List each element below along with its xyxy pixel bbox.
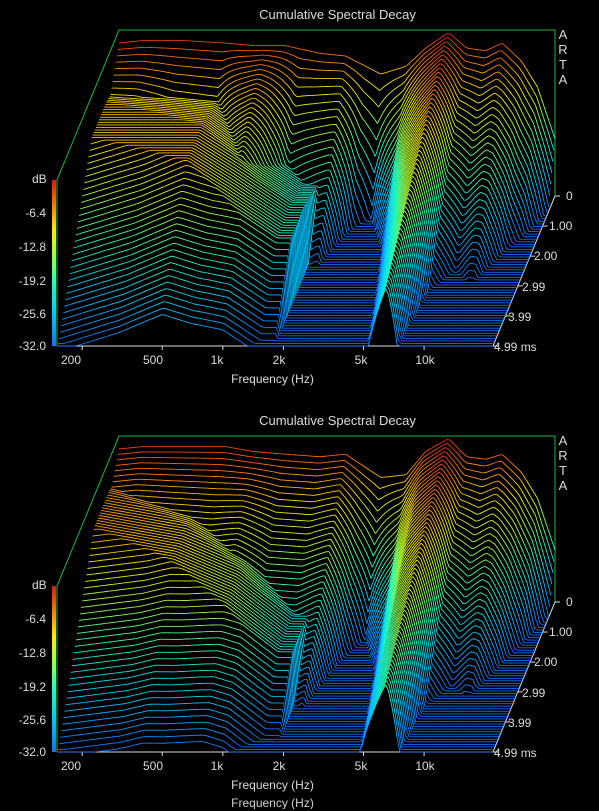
decay-slice xyxy=(88,557,524,678)
brand-letter: R xyxy=(557,42,569,57)
x-tick-label: 200 xyxy=(51,353,91,367)
time-tick-label: 2.99 xyxy=(522,686,545,700)
decay-slice xyxy=(98,120,534,247)
time-tick-label: 4.99 ms xyxy=(494,340,537,354)
chart-title: Cumulative Spectral Decay xyxy=(0,7,599,22)
x-tick-label: 10k xyxy=(405,353,445,367)
decay-slice xyxy=(57,289,493,346)
decay-slice xyxy=(116,452,552,584)
brand-letter: T xyxy=(557,57,569,72)
time-tick-label: 2.99 xyxy=(522,280,545,294)
x-tick-label: 200 xyxy=(51,759,91,773)
decay-slice xyxy=(60,276,496,339)
x-tick-label: 1k xyxy=(197,353,237,367)
decay-slice xyxy=(95,130,531,255)
arta-brand: A R T A xyxy=(557,27,569,87)
time-tick-label: 1.00 xyxy=(549,625,572,639)
decay-slice xyxy=(64,656,500,735)
time-tick-label: 3.99 xyxy=(508,716,531,730)
decay-slice xyxy=(104,497,540,637)
x-tick-label: 2k xyxy=(259,759,299,773)
x-axis-label: Frequency (Hz) xyxy=(0,778,545,792)
decay-slice xyxy=(65,651,501,731)
decay-slice xyxy=(92,138,528,263)
z-tick-label: -25.6 xyxy=(6,307,46,321)
x-tick-label: 1k xyxy=(197,759,237,773)
x-axis-label: Frequency (Hz) xyxy=(0,372,545,386)
decay-slice xyxy=(60,672,496,744)
time-tick-label: 4.99 ms xyxy=(494,746,537,760)
time-tick-label: 2.00 xyxy=(534,249,557,263)
decay-slice xyxy=(84,574,520,686)
decay-slice xyxy=(104,94,540,232)
arta-brand: A R T A xyxy=(557,433,569,493)
time-tick-label: 0 xyxy=(566,189,573,203)
time-tick-label: 2.00 xyxy=(534,655,557,669)
color-scale-bar xyxy=(52,180,56,346)
brand-letter: A xyxy=(557,478,569,493)
x-tick-label: 10k xyxy=(405,759,445,773)
z-tick-label: -32.0 xyxy=(6,745,46,759)
brand-letter: A xyxy=(557,27,569,42)
csd-chart-bottom: Cumulative Spectral Decay A R T A dB -6.… xyxy=(0,406,599,811)
z-tick-label: -19.2 xyxy=(6,680,46,694)
z-tick-label: -12.8 xyxy=(6,646,46,660)
z-tick-label: -32.0 xyxy=(6,339,46,353)
time-tick-label: 3.99 xyxy=(508,310,531,324)
x-tick-label: 5k xyxy=(341,353,381,367)
brand-letter: R xyxy=(557,448,569,463)
z-tick-label: -6.4 xyxy=(6,206,46,220)
z-tick-label: -6.4 xyxy=(6,612,46,626)
x-tick-label: 5k xyxy=(341,759,381,773)
brand-letter: A xyxy=(557,72,569,87)
z-axis-unit: dB xyxy=(32,172,47,186)
decay-slice xyxy=(118,443,554,561)
brand-letter: T xyxy=(557,463,569,478)
z-tick-label: -12.8 xyxy=(6,240,46,254)
time-tick-label: 1.00 xyxy=(549,219,572,233)
color-scale-bar xyxy=(52,586,56,752)
brand-letter: A xyxy=(557,433,569,448)
csd-chart-top: Cumulative Spectral Decay A R T A dB -6.… xyxy=(0,0,599,405)
x-tick-label: 500 xyxy=(133,353,173,367)
chart-title: Cumulative Spectral Decay xyxy=(0,413,599,428)
z-axis-unit: dB xyxy=(32,578,47,592)
x-tick-label: 2k xyxy=(259,353,299,367)
cut-off-axis-label: Frequency (Hz) xyxy=(0,797,545,809)
z-tick-label: -19.2 xyxy=(6,274,46,288)
z-tick-label: -25.6 xyxy=(6,713,46,727)
time-tick-label: 0 xyxy=(566,595,573,609)
x-tick-label: 500 xyxy=(133,759,173,773)
